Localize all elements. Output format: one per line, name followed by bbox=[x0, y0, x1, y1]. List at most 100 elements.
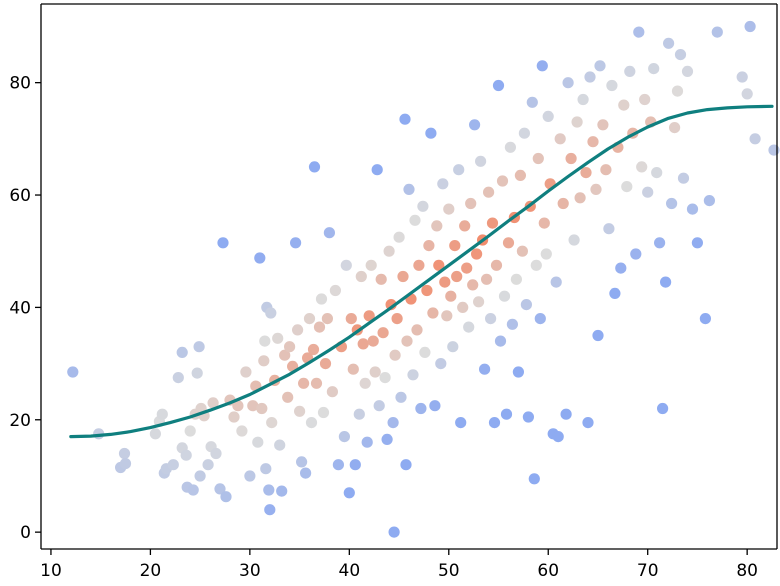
data-point bbox=[403, 183, 415, 195]
data-point bbox=[191, 367, 203, 379]
data-point bbox=[580, 167, 592, 179]
data-point bbox=[391, 313, 403, 325]
data-point bbox=[367, 335, 379, 347]
data-point bbox=[554, 133, 566, 145]
data-point bbox=[417, 200, 429, 212]
data-point bbox=[300, 467, 312, 479]
data-point bbox=[518, 127, 531, 139]
data-point bbox=[375, 273, 387, 285]
data-point bbox=[691, 237, 704, 249]
data-point bbox=[194, 470, 206, 482]
data-point bbox=[496, 175, 509, 187]
data-point bbox=[571, 116, 583, 128]
data-point bbox=[488, 417, 501, 429]
data-point bbox=[393, 231, 405, 243]
y-tick-label: 40 bbox=[9, 298, 31, 318]
data-point bbox=[651, 167, 663, 179]
y-ticks: 0 20 40 60 80 bbox=[9, 74, 41, 543]
data-point bbox=[749, 133, 761, 145]
data-point bbox=[429, 400, 441, 412]
data-point bbox=[449, 240, 461, 252]
data-point bbox=[272, 332, 284, 344]
data-point bbox=[594, 60, 606, 72]
data-point bbox=[479, 363, 491, 375]
data-point bbox=[459, 220, 471, 232]
data-point bbox=[315, 293, 328, 305]
data-point bbox=[290, 237, 302, 249]
data-point bbox=[600, 164, 612, 176]
data-point bbox=[577, 93, 589, 106]
data-point bbox=[425, 127, 437, 139]
data-point bbox=[256, 402, 268, 415]
data-point bbox=[437, 178, 449, 190]
data-point bbox=[597, 119, 609, 131]
data-point bbox=[592, 329, 604, 342]
data-point bbox=[542, 110, 554, 122]
data-point bbox=[338, 431, 350, 443]
x-tick-label: 30 bbox=[239, 561, 261, 581]
data-point bbox=[220, 491, 232, 503]
data-point bbox=[615, 262, 627, 274]
data-point bbox=[528, 473, 540, 485]
data-point bbox=[247, 400, 259, 412]
data-point bbox=[657, 402, 669, 415]
data-point bbox=[353, 408, 365, 420]
data-point bbox=[486, 217, 499, 229]
data-point bbox=[516, 245, 529, 257]
data-point bbox=[294, 405, 306, 417]
data-point bbox=[453, 164, 465, 176]
data-point bbox=[244, 470, 256, 482]
data-point bbox=[399, 113, 411, 125]
data-point bbox=[387, 417, 399, 429]
data-point bbox=[512, 366, 525, 378]
data-point bbox=[669, 122, 681, 134]
data-point bbox=[461, 262, 473, 274]
data-point bbox=[176, 346, 188, 358]
data-point bbox=[260, 463, 272, 475]
data-point bbox=[307, 343, 320, 356]
trend-curve bbox=[69, 104, 774, 439]
data-point bbox=[498, 290, 511, 302]
data-point bbox=[674, 49, 687, 61]
data-point bbox=[431, 220, 443, 232]
data-point bbox=[252, 436, 264, 448]
data-point bbox=[210, 447, 222, 460]
data-point bbox=[266, 417, 278, 429]
data-point bbox=[343, 487, 355, 499]
data-point bbox=[455, 417, 467, 429]
data-point bbox=[274, 439, 286, 451]
x-tick-label: 80 bbox=[736, 561, 758, 581]
data-point bbox=[119, 458, 132, 470]
data-point bbox=[636, 161, 648, 173]
data-point bbox=[347, 363, 359, 375]
data-point bbox=[457, 301, 469, 313]
data-point bbox=[118, 447, 131, 460]
data-point bbox=[500, 408, 513, 420]
data-point bbox=[463, 321, 475, 333]
data-point bbox=[540, 248, 552, 260]
data-point bbox=[361, 436, 373, 448]
data-point bbox=[451, 270, 463, 283]
data-point bbox=[633, 26, 645, 38]
data-point bbox=[435, 358, 447, 370]
data-point bbox=[603, 223, 615, 235]
data-point bbox=[565, 152, 577, 165]
data-point bbox=[660, 276, 672, 288]
data-point bbox=[538, 217, 550, 229]
data-point bbox=[514, 169, 527, 181]
y-tick-label: 0 bbox=[20, 523, 31, 543]
x-tick-label: 50 bbox=[438, 561, 460, 581]
data-point bbox=[413, 259, 425, 271]
data-point bbox=[409, 214, 421, 226]
data-point bbox=[214, 483, 226, 495]
data-point bbox=[534, 313, 546, 325]
data-point bbox=[606, 79, 618, 92]
data-point bbox=[522, 411, 535, 423]
data-point bbox=[666, 197, 678, 210]
data-point bbox=[254, 252, 266, 264]
data-point bbox=[492, 79, 505, 92]
data-point bbox=[574, 192, 586, 204]
data-point bbox=[156, 408, 168, 420]
data-point bbox=[389, 349, 401, 361]
